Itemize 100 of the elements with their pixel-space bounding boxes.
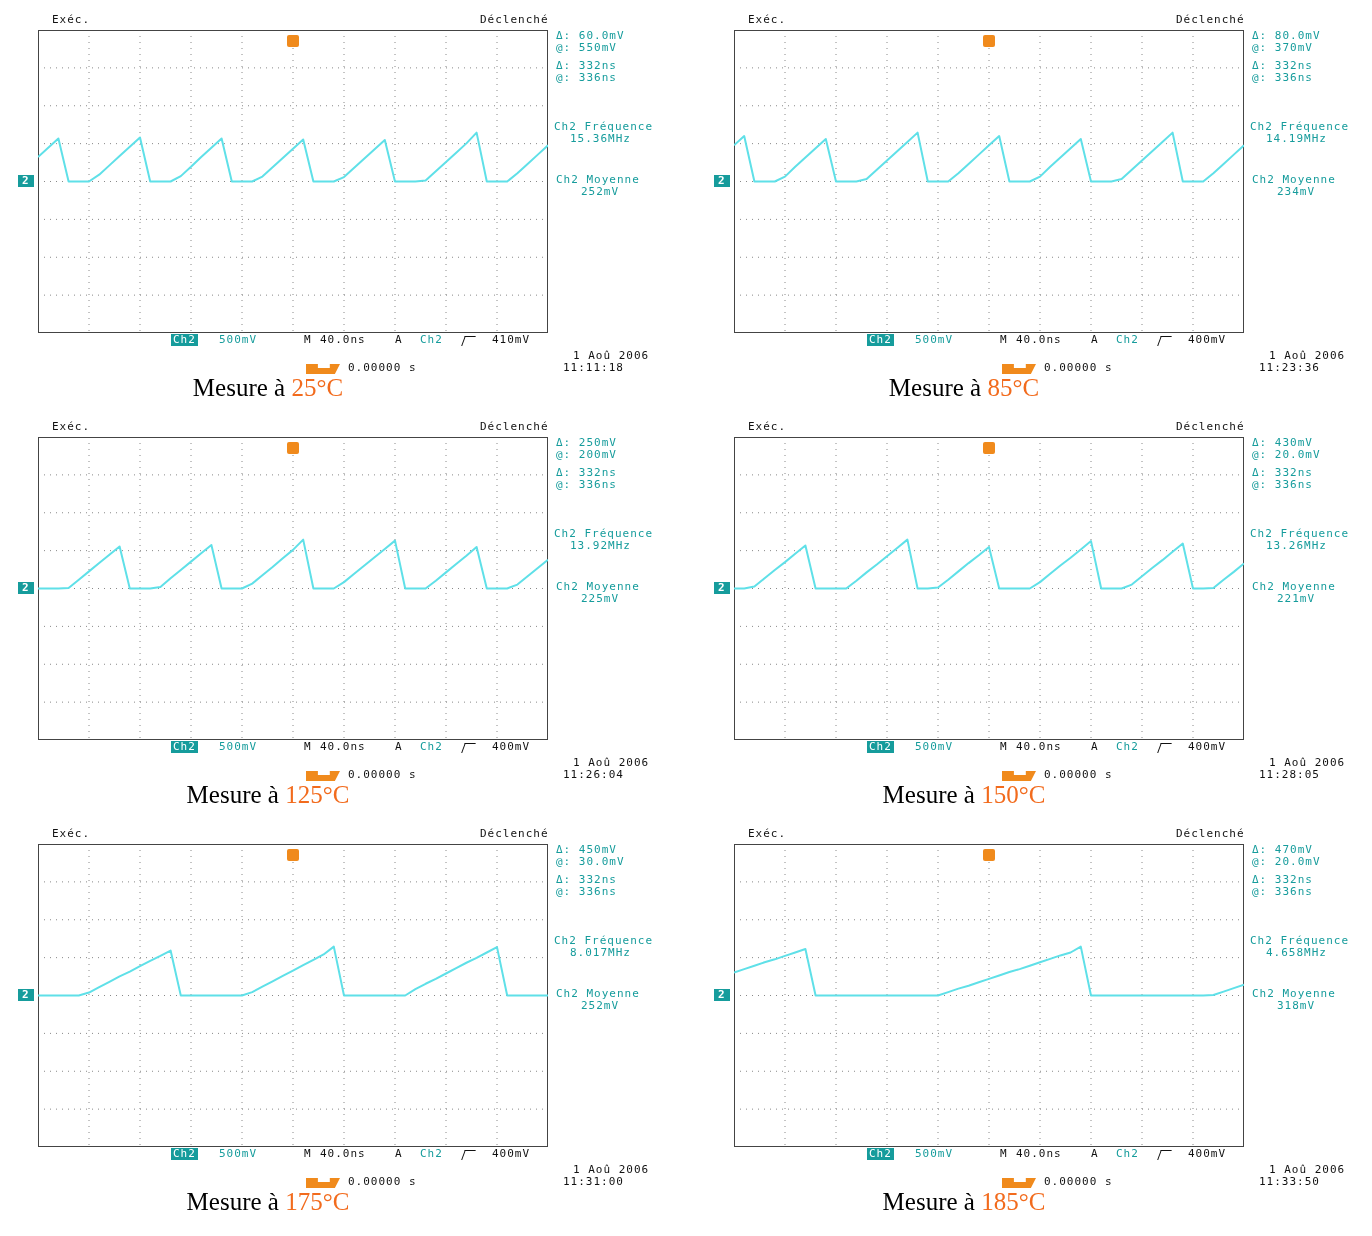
text: 400mV: [492, 740, 531, 753]
text: M: [1000, 1147, 1008, 1160]
text: 400mV: [1188, 740, 1227, 753]
text: Exéc.: [52, 13, 91, 26]
text: @: 336ns: [1252, 71, 1313, 84]
text: 234mV: [1277, 185, 1316, 198]
text: 8.017MHz: [570, 946, 631, 959]
text: 410mV: [492, 333, 531, 346]
text: 11:28:05: [1259, 768, 1320, 781]
text: 500mV: [219, 740, 258, 753]
text: Ch2: [420, 1147, 443, 1160]
text: 4.658MHz: [1266, 946, 1327, 959]
text: A: [1091, 740, 1099, 753]
text: 2: [18, 581, 34, 594]
text: Déclenché: [480, 13, 549, 26]
text: Ch2 Moyenne: [556, 173, 640, 186]
text: Ch2 Moyenne: [556, 580, 640, 593]
text: Δ: 332ns: [556, 59, 617, 72]
text: 2: [714, 174, 730, 187]
text: Δ: 332ns: [556, 873, 617, 886]
text: Ch2 Moyenne: [1252, 987, 1336, 1000]
text: Déclenché: [480, 420, 549, 433]
text: Ch2 Fréquence: [554, 120, 654, 133]
text: @: 30.0mV: [556, 855, 625, 868]
text: 400mV: [1188, 1147, 1227, 1160]
text: @: 370mV: [1252, 41, 1313, 54]
text: 500mV: [219, 1147, 258, 1160]
text: @: 336ns: [1252, 885, 1313, 898]
text: 13.92MHz: [570, 539, 631, 552]
text: A: [1091, 1147, 1099, 1160]
text: Exéc.: [748, 420, 787, 433]
text: 11:33:50: [1259, 1175, 1320, 1188]
text: Ch2 Fréquence: [554, 934, 654, 947]
text: Ch2: [1116, 333, 1139, 346]
text: 400mV: [492, 1147, 531, 1160]
text: Δ: 450mV: [556, 843, 617, 856]
text: 15.36MHz: [570, 132, 631, 145]
text: 500mV: [219, 333, 258, 346]
text: 40.0ns: [320, 740, 366, 753]
text: 221mV: [1277, 592, 1316, 605]
text: Ch2 Fréquence: [554, 527, 654, 540]
text: Ch2: [420, 333, 443, 346]
text: 2: [714, 581, 730, 594]
text: Exéc.: [52, 420, 91, 433]
text: Δ: 80.0mV: [1252, 29, 1321, 42]
text: 40.0ns: [1016, 1147, 1062, 1160]
text: 11:31:00: [563, 1175, 624, 1188]
text: A: [395, 333, 403, 346]
text: 0.00000 s: [1044, 361, 1113, 374]
text: @: 336ns: [556, 71, 617, 84]
text: Ch2: [420, 740, 443, 753]
text: 500mV: [915, 333, 954, 346]
text: 500mV: [915, 740, 954, 753]
text: 11:23:36: [1259, 361, 1320, 374]
text: 2: [18, 174, 34, 187]
text: @: 336ns: [1252, 478, 1313, 491]
text: Ch2: [867, 740, 894, 753]
text: Δ: 332ns: [1252, 873, 1313, 886]
text: 2: [18, 988, 34, 1001]
text: @: 550mV: [556, 41, 617, 54]
text: 1 Aoû 2006: [1269, 349, 1346, 362]
text: 318mV: [1277, 999, 1316, 1012]
text: 252mV: [581, 999, 620, 1012]
text: 1 Aoû 2006: [573, 756, 650, 769]
text: 0.00000 s: [348, 1175, 417, 1188]
text: A: [395, 1147, 403, 1160]
text: 1 Aoû 2006: [1269, 1163, 1346, 1176]
text: Déclenché: [480, 827, 549, 840]
text: A: [395, 740, 403, 753]
text: Ch2: [1116, 1147, 1139, 1160]
text: 0.00000 s: [1044, 768, 1113, 781]
text: Déclenché: [1176, 420, 1245, 433]
text: 225mV: [581, 592, 620, 605]
text: @: 20.0mV: [1252, 855, 1321, 868]
text: 11:26:04: [563, 768, 624, 781]
text: 40.0ns: [1016, 740, 1062, 753]
text: Mesure à 150°C: [882, 781, 1046, 808]
text: Mesure à 125°C: [186, 781, 350, 808]
text: Ch2 Moyenne: [1252, 173, 1336, 186]
text: 0.00000 s: [348, 361, 417, 374]
text: Mesure à 185°C: [882, 1188, 1046, 1215]
text: Ch2 Fréquence: [1250, 527, 1350, 540]
text: Ch2: [171, 333, 198, 346]
text: Ch2 Moyenne: [556, 987, 640, 1000]
text: Exéc.: [748, 13, 787, 26]
text: Ch2: [1116, 740, 1139, 753]
text: 1 Aoû 2006: [1269, 756, 1346, 769]
text: Mesure à 175°C: [186, 1188, 350, 1215]
text: Ch2 Fréquence: [1250, 934, 1350, 947]
text: 40.0ns: [1016, 333, 1062, 346]
text: 11:11:18: [563, 361, 624, 374]
text: 0.00000 s: [348, 768, 417, 781]
text: 0.00000 s: [1044, 1175, 1113, 1188]
text: 13.26MHz: [1266, 539, 1327, 552]
text: Exéc.: [52, 827, 91, 840]
text: Ch2 Moyenne: [1252, 580, 1336, 593]
text: M: [304, 333, 312, 346]
text: M: [304, 740, 312, 753]
text: 252mV: [581, 185, 620, 198]
text: A: [1091, 333, 1099, 346]
